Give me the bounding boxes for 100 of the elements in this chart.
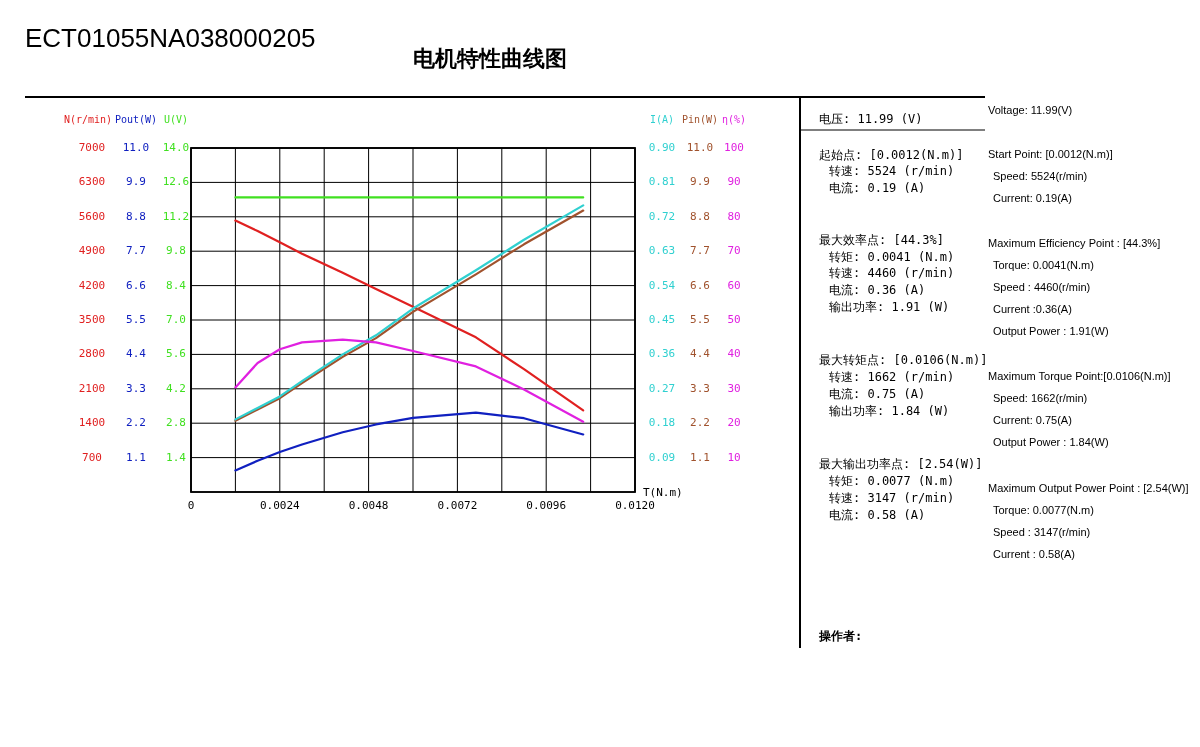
y3-tick-label: 5.6: [166, 347, 186, 361]
text: Output Power : 1.91(W): [993, 324, 1109, 337]
y3-tick-label: 50: [727, 313, 741, 326]
text: Output Power : 1.84(W): [993, 435, 1109, 448]
text: 电流: 0.58 (A): [829, 507, 926, 522]
text: 电压: 11.99 (V): [819, 111, 923, 126]
x-tick-label: 0.0072: [437, 499, 478, 512]
y2-tick-label: 6.6: [690, 278, 710, 292]
text: Speed : 4460(r/min): [993, 280, 1091, 293]
text: Speed: 5524(r/min): [993, 169, 1088, 182]
y-tick-label: 0.18: [648, 416, 676, 430]
line-series: [234, 411, 585, 472]
y-tick-label: 0.45: [648, 313, 676, 326]
x-tick-label: 0.0120: [615, 499, 655, 512]
text: Maximum Torque Point:[0.0106(N.m)]: [988, 369, 1171, 382]
y2-tick-label: 11.0: [686, 141, 714, 154]
y2-tick-label: 1.1: [690, 450, 710, 464]
y3-tick-label: 11.2: [162, 209, 190, 223]
y-tick-label: 0.27: [648, 381, 676, 395]
text: 转速: 5524 (r/min): [829, 163, 955, 178]
y3-tick-label: 100: [724, 141, 744, 154]
y3-tick-label: 7.0: [166, 313, 186, 326]
y2-tick-label: 5.5: [126, 313, 146, 326]
y2-tick-label: 11.0: [122, 141, 150, 154]
text: 最大转矩点: [0.0106(N.m)]: [819, 352, 988, 367]
text: 起始点: [0.0012(N.m)]: [819, 147, 964, 162]
y-axis-title: I(A): [649, 114, 675, 125]
y2-axis-title: Pout(W): [114, 114, 158, 125]
y3-tick-label: 14.0: [162, 141, 190, 154]
line-series: [234, 338, 585, 423]
y-tick-label: 2100: [78, 381, 106, 395]
text: 转速: 4460 (r/min): [829, 265, 955, 280]
text: Maximum Efficiency Point : [44.3%]: [988, 236, 1161, 249]
y2-tick-label: 6.6: [126, 278, 146, 292]
y3-axis-title: η(%): [721, 114, 747, 125]
text: 转速: 1662 (r/min): [829, 369, 955, 384]
text: 最大效率点: [44.3%]: [819, 232, 945, 247]
y2-tick-label: 8.8: [126, 209, 146, 223]
y3-tick-label: 4.2: [166, 381, 186, 395]
y3-tick-label: 8.4: [166, 278, 187, 292]
y2-tick-label: 3.3: [690, 381, 710, 395]
y3-tick-label: 20: [727, 416, 741, 430]
chart-title: 电机特性曲线图: [413, 45, 567, 71]
x-axis-title: T(N.m): [643, 486, 683, 499]
y2-axis-title: Pin(W): [681, 114, 719, 125]
y3-tick-label: 9.8: [166, 244, 186, 258]
y3-tick-label: 2.8: [166, 416, 186, 430]
y3-tick-label: 30: [727, 381, 741, 395]
y-tick-label: 0.63: [648, 244, 676, 258]
y3-tick-label: 40: [727, 347, 741, 361]
text: Current: 0.19(A): [993, 191, 1072, 204]
text: 转矩: 0.0077 (N.m): [829, 473, 955, 488]
y3-tick-label: 90: [727, 175, 741, 189]
y-tick-label: 4900: [78, 244, 106, 258]
text: 转速: 3147 (r/min): [829, 490, 955, 505]
y2-tick-label: 7.7: [690, 244, 710, 258]
text: 输出功率: 1.91 (W): [829, 299, 950, 314]
text: Voltage: 11.99(V): [988, 103, 1073, 116]
y2-tick-label: 5.5: [690, 313, 710, 326]
text: 电流: 0.75 (A): [829, 386, 926, 401]
y2-tick-label: 2.2: [690, 416, 710, 430]
y2-tick-label: 4.4: [126, 347, 147, 361]
text: Speed: 1662(r/min): [993, 391, 1088, 404]
y3-tick-label: 1.4: [166, 450, 187, 464]
y3-tick-label: 70: [727, 244, 741, 258]
text: Torque: 0.0041(N.m): [993, 258, 1094, 271]
text: Current: 0.75(A): [993, 413, 1072, 426]
y3-tick-label: 60: [727, 278, 741, 292]
x-tick-label: 0: [187, 499, 195, 512]
y-tick-label: 2800: [78, 347, 106, 361]
x-tick-label: 0.0048: [348, 499, 389, 512]
text: 电流: 0.36 (A): [829, 282, 926, 297]
text: Speed : 3147(r/min): [993, 525, 1091, 538]
y2-tick-label: 1.1: [126, 450, 146, 464]
y-tick-label: 4200: [78, 278, 106, 292]
text: 输出功率: 1.84 (W): [829, 403, 950, 418]
y2-tick-label: 7.7: [126, 244, 146, 258]
text: Start Point: [0.0012(N.m)]: [988, 147, 1113, 160]
y3-axis-title: U(V): [163, 114, 189, 125]
y-tick-label: 0.36: [648, 347, 676, 361]
y-tick-label: 7000: [78, 141, 106, 154]
y-tick-label: 3500: [78, 313, 106, 326]
y3-tick-label: 80: [727, 209, 741, 223]
y2-tick-label: 2.2: [126, 416, 146, 430]
y-tick-label: 700: [82, 450, 102, 464]
y3-tick-label: 12.6: [162, 175, 190, 189]
y3-tick-label: 10: [727, 450, 741, 464]
y-tick-label: 0.90: [648, 141, 676, 154]
y2-tick-label: 4.4: [690, 347, 711, 361]
text: Current :0.36(A): [993, 302, 1072, 315]
y-tick-label: 1400: [78, 416, 106, 430]
y2-tick-label: 8.8: [690, 209, 710, 223]
y2-tick-label: 9.9: [690, 175, 710, 189]
y-tick-label: 0.09: [648, 450, 676, 464]
text: Torque: 0.0077(N.m): [993, 503, 1094, 516]
text: 电流: 0.19 (A): [829, 180, 926, 195]
y-tick-label: 0.54: [648, 278, 676, 292]
y2-tick-label: 9.9: [126, 175, 146, 189]
text: 最大输出功率点: [2.54(W)]: [819, 456, 983, 471]
text: Current : 0.58(A): [993, 547, 1075, 560]
